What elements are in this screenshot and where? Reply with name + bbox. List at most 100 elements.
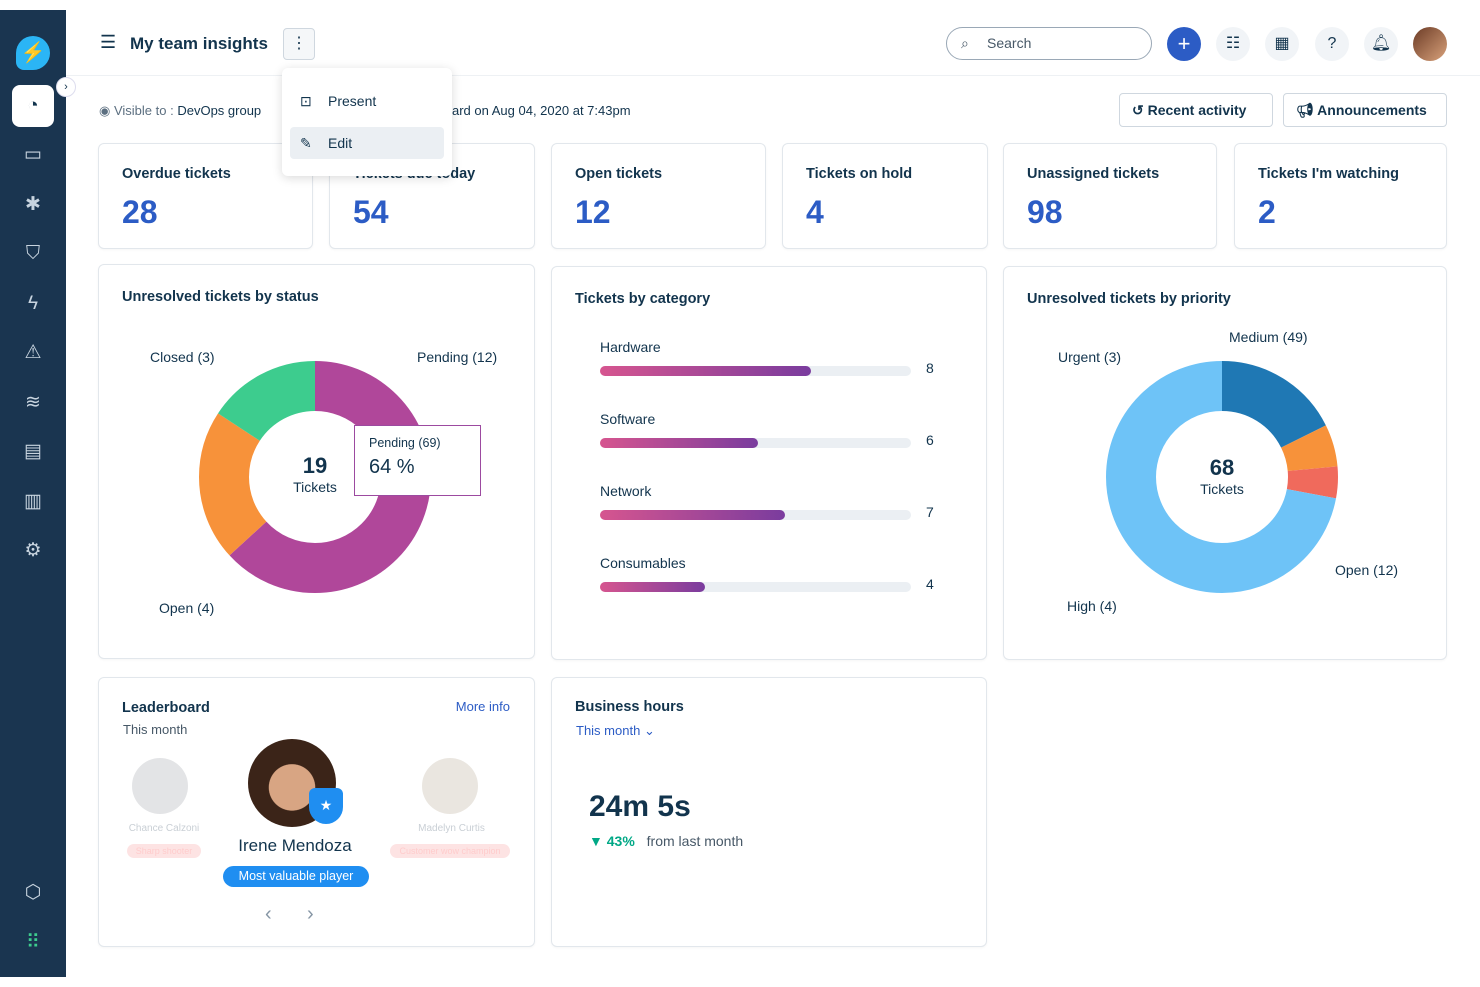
bar-row-software: Software 6 [600, 411, 940, 448]
freshservice-logo[interactable]: ⚡ [16, 36, 50, 70]
search-icon: ⌕ [961, 35, 969, 51]
help-icon[interactable]: ? [1315, 27, 1349, 61]
leaderboard-title: Leaderboard [122, 700, 210, 716]
menu-label: Edit [328, 135, 353, 151]
change-value: 43% [606, 833, 635, 849]
bar-value-label: 8 [926, 360, 934, 376]
stat-label: Overdue tickets [122, 166, 231, 182]
bar-track [600, 438, 911, 448]
bar-category-label: Network [600, 483, 652, 499]
settings-icon[interactable]: ⚙ [24, 540, 42, 561]
bar-value-label: 4 [926, 576, 934, 592]
calendar-icon[interactable]: ▦ [1265, 27, 1299, 61]
stat-value: 28 [122, 194, 158, 230]
donut-center: 19 Tickets [265, 453, 365, 495]
reports-icon[interactable]: ▥ [24, 491, 42, 512]
announcements-button[interactable]: 📢︎ Announcements [1283, 93, 1447, 127]
bar-fill[interactable] [600, 366, 811, 376]
donut-center: 68 Tickets [1172, 455, 1272, 497]
recent-activity-button[interactable]: ↺ Recent activity [1119, 93, 1273, 127]
bar-category-label: Software [600, 411, 656, 427]
bug-icon[interactable]: ✱ [25, 194, 41, 215]
bar-fill[interactable] [600, 582, 706, 592]
search-placeholder: Search [987, 35, 1032, 51]
donut-slice-urgent[interactable] [1106, 361, 1338, 593]
stat-value: 2 [1258, 194, 1276, 230]
header: ☰ My team insights ⋮ ⌕ Search + ☷ ▦ ? 🔔︎ [66, 10, 1480, 76]
expand-sidebar-button[interactable]: › [56, 77, 76, 97]
bar-row-hardware: Hardware 8 [600, 339, 940, 376]
priority-donut [1106, 361, 1338, 593]
period-label: This month [576, 723, 641, 738]
stat-card-open[interactable]: Open tickets 12 [551, 143, 766, 249]
more-info-link[interactable]: More info [455, 699, 510, 714]
bar-row-network: Network 7 [600, 483, 940, 520]
next-arrow-icon[interactable]: › [307, 903, 314, 925]
center-label: Tickets [1200, 481, 1244, 497]
layers-icon[interactable]: ≋ [25, 392, 41, 413]
bar-category-label: Consumables [600, 555, 686, 571]
tasks-icon[interactable]: ☷ [1216, 27, 1250, 61]
business-hours-title: Business hours [575, 699, 684, 715]
stat-card-watching[interactable]: Tickets I'm watching 2 [1234, 143, 1447, 249]
stat-card-unassigned[interactable]: Unassigned tickets 98 [1003, 143, 1217, 249]
leaderboard-card: Leaderboard This month More info Chance … [98, 677, 535, 947]
stat-label: Unassigned tickets [1027, 166, 1160, 182]
slice-label-open: Open (12) [1335, 562, 1399, 578]
slice-label-pending: Pending (12) [417, 349, 498, 365]
search-input[interactable]: ⌕ Search [946, 27, 1152, 60]
visible-label: Visible to : [113, 103, 174, 118]
options-menu: ⊡ Present ✎ Edit [282, 68, 452, 176]
tooltip-label: Pending (69) [369, 436, 441, 450]
slice-label-urgent: Urgent (3) [1058, 349, 1122, 365]
sidebar: ⚡ › ◔ ▭ ✱ ⛉ ϟ ⚠ ≋ ▤ ▥ ⚙ ⬡ ⠿ [0, 10, 76, 977]
menu-icon[interactable]: ☰ [100, 32, 117, 52]
previous-arrow-icon[interactable]: ‹ [265, 903, 272, 925]
stat-label: Tickets I'm watching [1258, 166, 1399, 182]
menu-item-present[interactable]: ⊡ Present [290, 85, 444, 117]
stat-value: 98 [1027, 194, 1063, 230]
more-options-button[interactable]: ⋮ [283, 28, 315, 60]
dashboard-icon[interactable]: ◔ [12, 85, 54, 127]
slice-label-medium: Medium (49) [1229, 329, 1308, 345]
page-title: My team insights [130, 34, 268, 53]
slice-label-closed: Closed (3) [150, 349, 215, 365]
alert-icon[interactable]: ⚠ [24, 342, 42, 363]
donut-slice-open[interactable] [199, 361, 431, 593]
bar-value-label: 6 [926, 432, 934, 448]
apps-grid-icon[interactable]: ⠿ [26, 932, 40, 953]
stat-card-overdue[interactable]: Overdue tickets 28 [98, 143, 313, 249]
chart-tooltip: Pending (69) 64 % [354, 425, 481, 496]
center-label: Tickets [293, 479, 337, 495]
menu-item-edit[interactable]: ✎ Edit [290, 127, 444, 159]
eye-icon: ◉ [99, 103, 111, 118]
document-icon[interactable]: ▤ [24, 441, 42, 462]
period-dropdown[interactable]: This month ⌄ [576, 723, 655, 739]
status-chart-card: Unresolved tickets by status 19 Tickets P… [98, 264, 535, 659]
bar-value-label: 7 [926, 504, 934, 520]
stat-card-on-hold[interactable]: Tickets on hold 4 [782, 143, 988, 249]
bar-fill[interactable] [600, 510, 785, 520]
bar-fill[interactable] [600, 438, 759, 448]
star-shield-icon: ★ [309, 788, 343, 824]
donut-slice-closed[interactable] [199, 361, 431, 593]
person-name: Irene Mendoza [238, 836, 352, 855]
bell-icon[interactable]: 🔔︎ [1364, 27, 1398, 61]
pencil-icon: ✎ [300, 135, 312, 151]
priority-chart-card: Unresolved tickets by priority 68 Tickets… [1003, 266, 1447, 660]
down-triangle-icon: ▼ [589, 833, 603, 849]
change-text: from last month [646, 833, 744, 849]
person-name: Madelyn Curtis [418, 823, 485, 834]
bar-track [600, 510, 911, 520]
donut-slice-medium[interactable] [1106, 361, 1338, 593]
stat-label: Open tickets [575, 166, 663, 182]
center-value: 68 [1209, 455, 1235, 480]
tickets-icon[interactable]: ▭ [24, 144, 42, 165]
megaphone-icon: 📢︎ [1296, 102, 1314, 118]
bolt-icon[interactable]: ϟ [27, 293, 39, 314]
shield-icon[interactable]: ⛉ [25, 243, 41, 264]
cube-icon[interactable]: ⬡ [24, 882, 42, 903]
stat-value: 4 [806, 194, 824, 230]
add-button[interactable]: + [1167, 27, 1201, 61]
user-avatar[interactable] [1413, 27, 1447, 61]
